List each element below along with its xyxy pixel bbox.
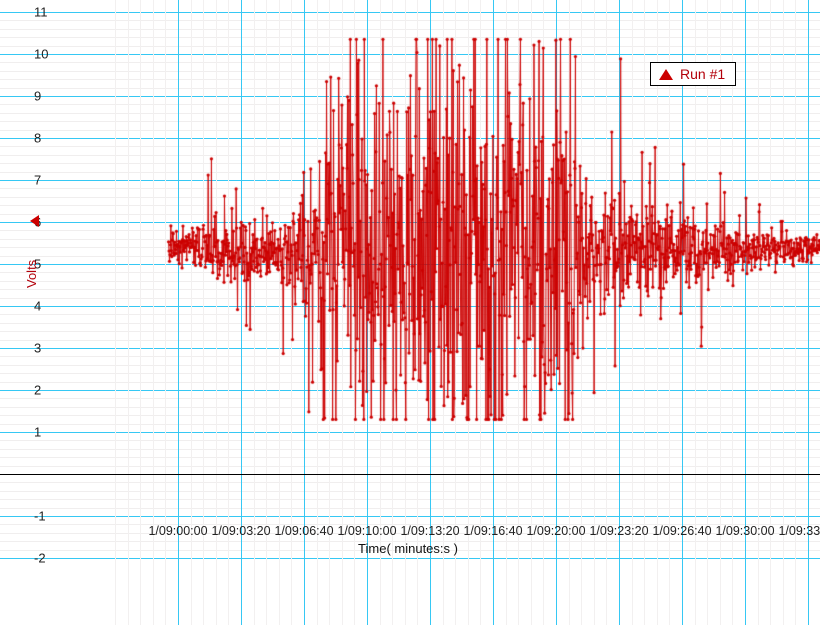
y-axis-tick-mark bbox=[27, 264, 34, 265]
x-axis-tick-label: 1/09:03:20 bbox=[211, 524, 271, 538]
y-axis-tick-mark bbox=[27, 138, 34, 139]
y-axis-tick-mark bbox=[27, 306, 34, 307]
y-axis-tick-label: 3 bbox=[34, 340, 42, 356]
x-axis-tick-label: 1/09:13:20 bbox=[400, 524, 460, 538]
x-axis-tick-label: 1/09:26:40 bbox=[652, 524, 712, 538]
y-axis-tick-label: 8 bbox=[34, 130, 42, 146]
x-axis-tick-label: 1/09:30:00 bbox=[715, 524, 775, 538]
x-axis-tick-label: 1/09:20:00 bbox=[526, 524, 586, 538]
y-axis-tick-mark bbox=[27, 390, 34, 391]
y-axis-tick-label: 1 bbox=[34, 424, 42, 440]
y-axis-tick-label: -2 bbox=[34, 550, 46, 566]
y-axis-tick-label: 9 bbox=[34, 88, 42, 104]
chart-legend[interactable]: Run #1 bbox=[650, 62, 737, 86]
x-axis-title: Time( minutes:s ) bbox=[358, 541, 458, 556]
x-axis-tick-label: 1/09:16:40 bbox=[463, 524, 523, 538]
cursor-marker-triangle-icon[interactable] bbox=[30, 215, 39, 227]
x-axis-line bbox=[0, 474, 820, 475]
y-axis-tick-label: 7 bbox=[34, 172, 42, 188]
y-axis-tick-label: 2 bbox=[34, 382, 42, 398]
triangle-up-icon bbox=[659, 68, 673, 80]
y-axis-tick-mark bbox=[27, 54, 34, 55]
y-axis-tick-mark bbox=[27, 12, 34, 13]
x-axis-tick-label: 1/09:23:20 bbox=[589, 524, 649, 538]
y-axis-tick-label: 4 bbox=[34, 298, 42, 314]
x-axis-tick-label: 1/09:33:20 bbox=[778, 524, 820, 538]
y-axis-tick-mark bbox=[27, 348, 34, 349]
y-axis-tick-mark bbox=[27, 180, 34, 181]
y-axis-tick-mark bbox=[27, 96, 34, 97]
legend-item-label: Run #1 bbox=[680, 66, 726, 82]
y-axis-tick-mark bbox=[27, 432, 34, 433]
x-axis-tick-label: 1/09:06:40 bbox=[274, 524, 334, 538]
x-axis-tick-label: 1/09:10:00 bbox=[337, 524, 397, 538]
y-axis-tick-label: 10 bbox=[34, 46, 49, 62]
y-axis-tick-mark bbox=[27, 558, 34, 559]
x-axis-tick-label: 1/09:00:00 bbox=[148, 524, 208, 538]
y-axis-title: Volts bbox=[24, 259, 39, 288]
y-axis-tick-label: 5 bbox=[34, 256, 42, 272]
y-axis-tick-mark bbox=[27, 516, 34, 517]
y-axis-tick-label: 11 bbox=[34, 4, 48, 20]
y-axis-tick-label: -1 bbox=[34, 508, 46, 524]
